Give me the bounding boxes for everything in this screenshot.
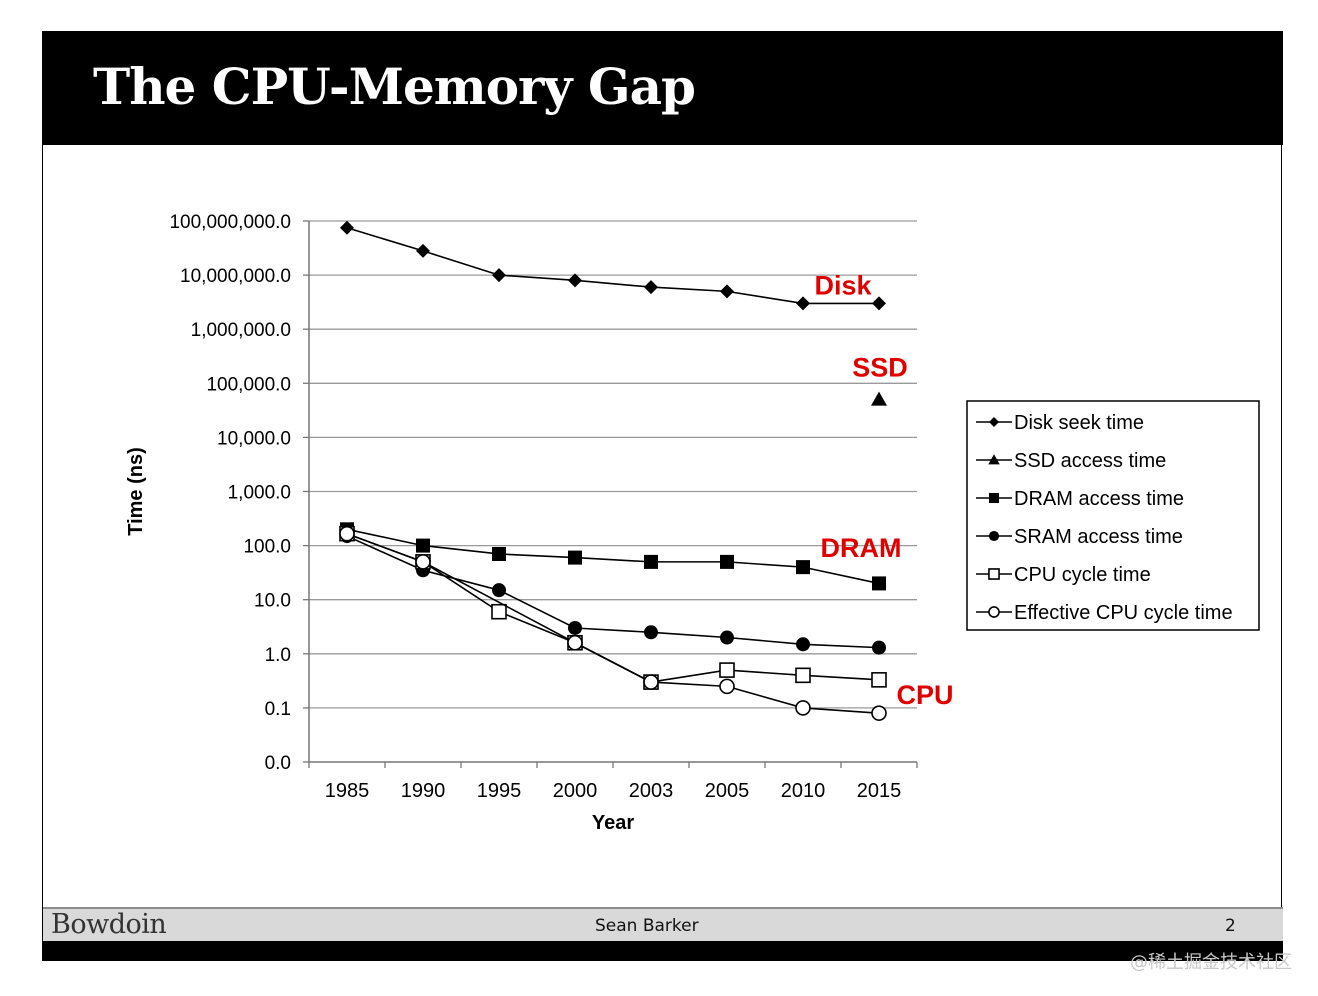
x-tick-label: 1985 bbox=[325, 780, 370, 802]
data-point bbox=[568, 620, 582, 635]
data-point bbox=[416, 243, 430, 258]
x-tick-label: 2005 bbox=[705, 780, 750, 802]
y-axis-title: Time (ns) bbox=[125, 447, 147, 536]
footer: Bowdoin Sean Barker 2 bbox=[43, 907, 1283, 941]
data-point bbox=[796, 560, 810, 575]
series-line bbox=[346, 226, 879, 305]
data-point bbox=[795, 700, 811, 716]
legend-label: Disk seek time bbox=[1014, 412, 1144, 434]
series-5 bbox=[339, 525, 887, 721]
data-point bbox=[644, 280, 658, 295]
title-bar: The CPU-Memory Gap bbox=[43, 31, 1283, 145]
slide: The CPU-Memory Gap 0.0 0.1 1.0 10.0 100.0 1,0… bbox=[42, 31, 1283, 961]
legend-label: CPU cycle time bbox=[1014, 564, 1151, 586]
footer-author: Sean Barker bbox=[595, 916, 699, 936]
legend-marker bbox=[988, 568, 1000, 580]
watermark: @稀土掘金技术社区 bbox=[1130, 952, 1292, 973]
x-tick-label: 2000 bbox=[553, 780, 598, 802]
y-tick-label: 100.0 bbox=[243, 537, 291, 558]
y-tick-label: 0.0 bbox=[265, 753, 291, 774]
page-number: 2 bbox=[1225, 916, 1236, 936]
series-line bbox=[346, 528, 880, 585]
data-point bbox=[567, 634, 583, 651]
x-tick-label: 2015 bbox=[857, 780, 902, 802]
data-point bbox=[871, 391, 887, 406]
data-point bbox=[796, 296, 810, 311]
data-point bbox=[720, 630, 734, 645]
footer-logo: Bowdoin bbox=[51, 909, 167, 940]
data-point bbox=[339, 525, 355, 542]
legend-marker bbox=[988, 530, 1000, 542]
data-point bbox=[872, 640, 886, 655]
annotation-disk: Disk bbox=[814, 270, 872, 300]
y-tick-label: 100,000,000.0 bbox=[169, 212, 291, 233]
data-point bbox=[492, 268, 506, 283]
data-point bbox=[795, 667, 811, 684]
x-tick-label: 1990 bbox=[401, 780, 446, 802]
legend-label: Effective CPU cycle time bbox=[1014, 602, 1233, 624]
annotation-ssd: SSD bbox=[852, 353, 908, 383]
data-point bbox=[872, 576, 886, 591]
y-tick-label: 1,000.0 bbox=[228, 483, 291, 504]
y-tick-label: 10,000,000.0 bbox=[180, 266, 291, 287]
x-axis-title: Year bbox=[592, 812, 634, 834]
y-tick-label: 0.1 bbox=[265, 699, 291, 720]
data-point bbox=[720, 284, 734, 299]
data-point bbox=[719, 678, 735, 695]
annotation-cpu: CPU bbox=[896, 680, 953, 710]
x-tick-label: 2003 bbox=[629, 780, 674, 802]
legend-marker bbox=[988, 606, 1000, 618]
data-point bbox=[491, 603, 507, 620]
y-tick-label: 1,000,000.0 bbox=[191, 320, 291, 341]
data-point bbox=[871, 672, 887, 688]
series-3 bbox=[340, 529, 886, 655]
legend-marker bbox=[988, 416, 1000, 428]
data-point bbox=[644, 625, 658, 640]
y-tick-label: 10.0 bbox=[254, 591, 291, 612]
legend-label: SRAM access time bbox=[1014, 526, 1183, 548]
data-point bbox=[568, 273, 582, 288]
data-point bbox=[340, 220, 354, 235]
series-1 bbox=[871, 391, 887, 406]
axes: 0.0 0.1 1.0 10.0 100.0 1,000.0 10,000.0 100,000… bbox=[125, 212, 918, 834]
legend-label: SSD access time bbox=[1014, 450, 1166, 472]
legend-marker bbox=[988, 492, 1000, 504]
data-point bbox=[643, 674, 659, 690]
legend-label: DRAM access time bbox=[1014, 488, 1184, 510]
data-point bbox=[720, 554, 734, 569]
y-tick-label: 1.0 bbox=[265, 645, 291, 666]
x-tick-label: 2010 bbox=[781, 780, 826, 802]
series-0 bbox=[340, 220, 886, 311]
footer-bottom-bar bbox=[43, 941, 1283, 961]
grid-lines bbox=[309, 220, 917, 709]
data-point bbox=[416, 538, 430, 553]
data-point bbox=[415, 554, 431, 570]
annotation-dram: DRAM bbox=[821, 533, 902, 563]
series-group bbox=[339, 220, 887, 721]
legend-box bbox=[966, 400, 1260, 631]
legend-marker bbox=[988, 454, 1000, 465]
data-point bbox=[871, 705, 887, 721]
data-point bbox=[492, 583, 506, 598]
slide-title: The CPU-Memory Gap bbox=[93, 57, 696, 116]
y-tick-label: 10,000.0 bbox=[217, 428, 291, 449]
data-point bbox=[796, 637, 810, 652]
chart: 0.0 0.1 1.0 10.0 100.0 1,000.0 10,000.0 100,000… bbox=[125, 212, 1260, 834]
data-point bbox=[872, 296, 886, 311]
y-tick-label: 100,000.0 bbox=[206, 374, 291, 395]
series-line bbox=[346, 535, 880, 649]
data-point bbox=[644, 554, 658, 569]
data-point bbox=[568, 550, 582, 565]
x-tick-label: 1995 bbox=[477, 780, 522, 802]
legend: Disk seek time SSD access time DRAM access… bbox=[966, 400, 1260, 631]
data-point bbox=[492, 546, 506, 561]
data-point bbox=[719, 662, 735, 678]
annotations: Disk SSD DRAM CPU bbox=[814, 270, 953, 709]
